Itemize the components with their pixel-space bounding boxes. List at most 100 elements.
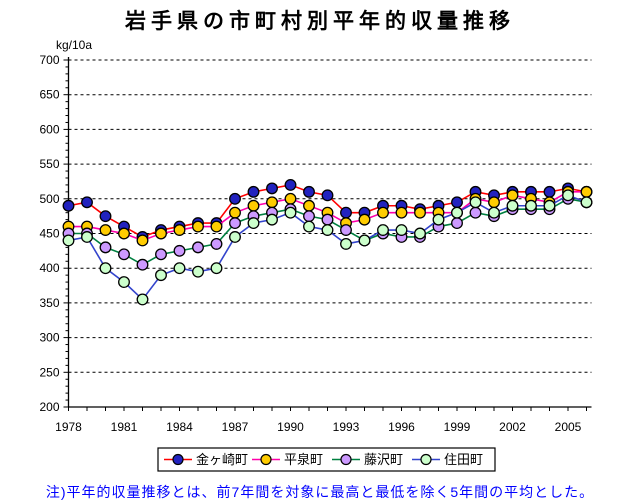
data-point-marker [525,199,537,212]
data-point-marker [395,224,408,236]
data-point-marker [229,217,241,230]
y-tick-label: 250 [39,365,59,379]
y-tick-label: 200 [39,400,59,414]
data-point-marker [321,189,334,202]
data-point-marker [506,199,519,212]
data-point-marker [543,185,556,198]
data-point-marker [580,185,593,198]
data-point-marker [506,189,519,202]
data-point-marker [284,178,297,191]
data-point-marker [62,199,75,212]
x-tick-label: 1996 [388,420,415,434]
y-tick-label: 450 [39,227,59,241]
data-point-marker [358,213,371,226]
data-point-marker [210,262,223,275]
data-point-marker [210,237,223,250]
legend-marker [420,453,432,466]
y-tick-label: 600 [39,122,59,136]
y-tick-label: 550 [39,157,59,171]
data-point-marker [247,199,260,212]
data-point-marker [136,293,149,306]
data-point-marker [432,213,445,226]
data-point-marker [469,196,482,209]
data-point-marker [99,210,112,223]
data-point-marker [543,199,556,212]
data-point-marker [395,206,408,219]
data-point-marker [173,224,186,236]
data-point-marker [210,220,223,233]
y-tick-label: 350 [39,296,59,310]
data-point-marker [99,224,112,236]
y-tick-label: 400 [39,261,59,275]
data-point-marker [414,206,426,219]
data-point-marker [303,185,315,198]
y-tick-label: 650 [39,88,59,102]
y-axis-unit-label: kg/10a [56,38,92,52]
x-tick-label: 1981 [111,420,138,434]
data-point-marker [155,227,167,240]
data-point-marker [377,224,389,236]
x-tick-label: 1993 [333,420,360,434]
legend-item: 金ヶ崎町 [164,452,248,467]
chart-legend: 金ヶ崎町 平泉町 藤沢町 住田町 [157,447,496,472]
data-point-marker [303,220,315,233]
data-point-marker [488,206,500,219]
data-point-marker [562,189,574,202]
data-point-marker [469,206,482,219]
x-tick-label: 2002 [499,420,526,434]
x-tick-label: 1999 [444,420,471,434]
axes: 200 250 300 350 400 450 500 550 600 650 700 1978 198… [39,53,592,434]
x-tick-label: 1987 [222,420,249,434]
data-point-marker [118,248,130,261]
data-point-marker [81,231,93,243]
data-point-marker [451,196,463,209]
data-point-marker [340,224,352,236]
data-point-marker [247,217,260,230]
chart-title: 岩手県の市町村別平年的収量推移 [124,9,515,33]
data-point-marker [247,185,260,198]
data-point-marker [321,224,334,236]
data-point-marker [192,265,204,278]
data-point-marker [266,182,278,195]
data-point-marker [229,206,241,219]
data-point-marker [284,206,297,219]
legend-marker [172,453,184,466]
data-point-marker [62,234,75,247]
legend-item-label: 藤沢町 [364,452,403,467]
data-point-marker [321,213,334,226]
data-point-marker [414,227,426,240]
series-kanegasaki [62,178,593,243]
y-tick-label: 700 [39,53,59,67]
data-point-marker [303,199,315,212]
data-point-marker [358,234,371,247]
x-tick-label: 1984 [166,420,193,434]
data-point-marker [136,234,149,247]
x-tick-label: 1990 [277,420,304,434]
data-point-marker [340,206,352,219]
data-point-marker [99,262,112,275]
data-point-marker [118,276,130,289]
data-point-marker [155,248,167,261]
data-point-marker [118,227,130,240]
legend-item: 住田町 [412,452,483,467]
legend-item-label: 住田町 [444,452,483,467]
data-point-marker [155,269,167,282]
data-point-marker [377,206,389,219]
data-point-marker [451,206,463,219]
legend-marker [260,453,272,466]
legend-box [157,447,496,472]
data-point-marker [580,196,593,209]
data-point-marker [229,231,241,243]
x-tick-label: 2005 [555,420,582,434]
data-point-marker [266,213,278,226]
data-point-marker [488,196,500,209]
data-point-marker [81,196,93,209]
data-point-marker [173,262,186,275]
data-point-marker [284,192,297,205]
data-point-marker [99,241,112,254]
data-point-marker [192,241,204,254]
data-point-marker [173,244,186,257]
data-point-marker [303,210,315,223]
